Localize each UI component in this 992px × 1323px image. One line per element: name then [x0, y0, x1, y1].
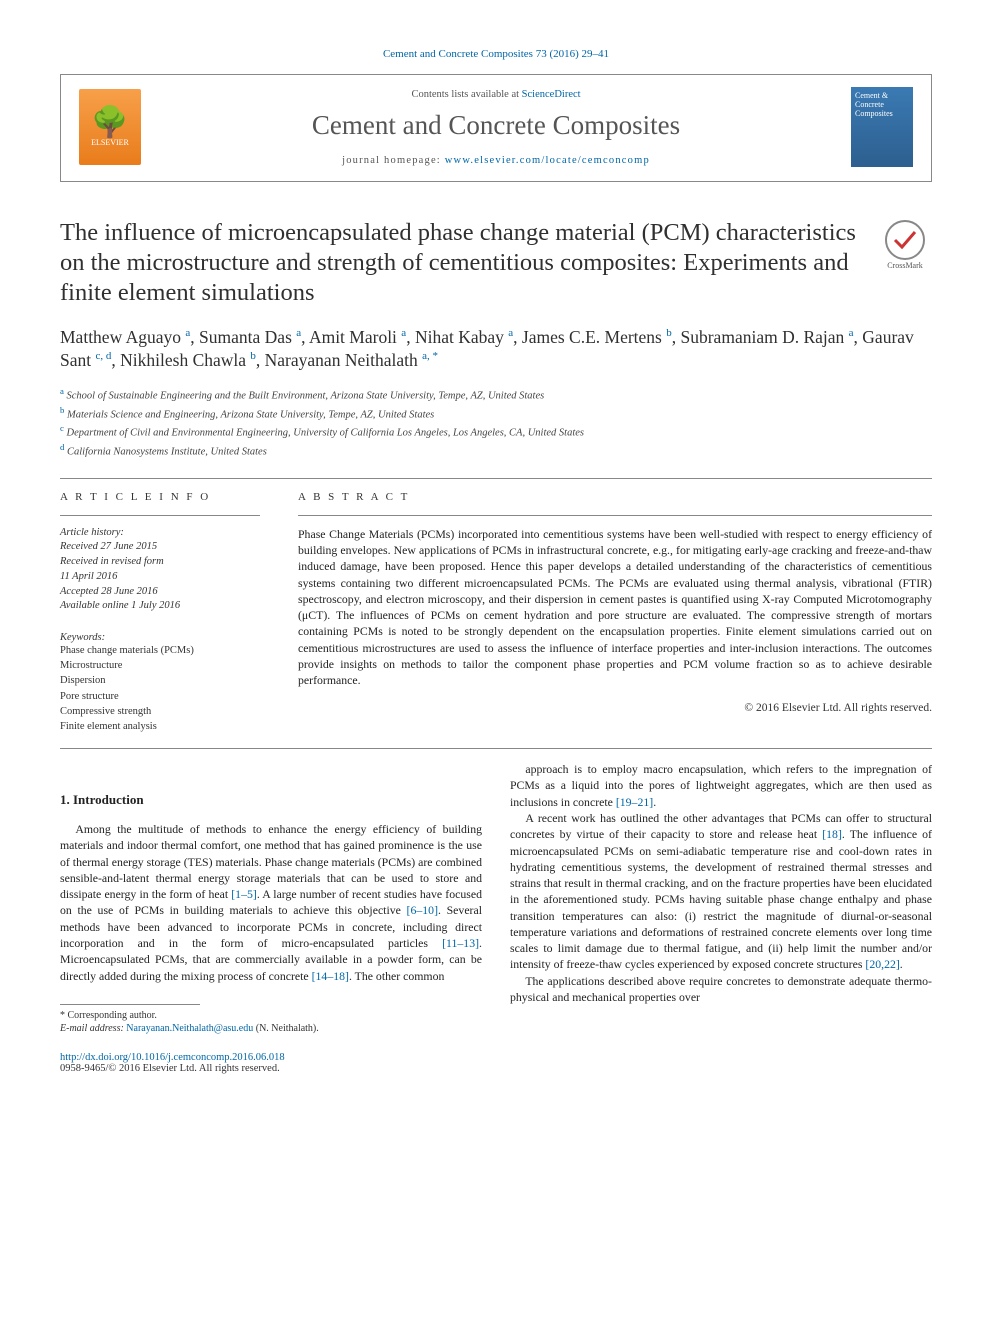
cover-text: Cement & Concrete Composites: [855, 91, 909, 118]
affiliations: a School of Sustainable Engineering and …: [60, 385, 932, 460]
issn-line: 0958-9465/© 2016 Elsevier Ltd. All right…: [60, 1063, 932, 1074]
section-heading: 1. Introduction: [60, 791, 482, 809]
sciencedirect-link[interactable]: ScienceDirect: [522, 89, 581, 100]
citation-header: Cement and Concrete Composites 73 (2016)…: [60, 48, 932, 60]
elsevier-label: ELSEVIER: [91, 138, 129, 147]
paragraph: A recent work has outlined the other adv…: [510, 810, 932, 973]
doi-link[interactable]: http://dx.doi.org/10.1016/j.cemconcomp.2…: [60, 1052, 932, 1063]
corresponding-author-note: * Corresponding author. E-mail address: …: [60, 1009, 482, 1036]
homepage-link[interactable]: www.elsevier.com/locate/cemconcomp: [445, 155, 650, 166]
crossmark-icon[interactable]: CrossMark: [878, 218, 932, 272]
author-list: Matthew Aguayo a, Sumanta Das a, Amit Ma…: [60, 326, 932, 373]
divider: [60, 515, 260, 516]
article-history: Article history: Received 27 June 2015Re…: [60, 526, 260, 614]
contents-line: Contents lists available at ScienceDirec…: [159, 89, 833, 100]
homepage-line: journal homepage: www.elsevier.com/locat…: [159, 155, 833, 166]
history-head: Article history:: [60, 526, 260, 541]
footnote-star: * Corresponding author.: [60, 1009, 482, 1023]
abstract-head: A B S T R A C T: [298, 491, 932, 503]
author-email-link[interactable]: Narayanan.Neithalath@asu.edu: [126, 1023, 253, 1034]
contents-prefix: Contents lists available at: [411, 89, 521, 100]
divider: [60, 748, 932, 749]
article-info-column: A R T I C L E I N F O Article history: R…: [60, 491, 260, 734]
elsevier-logo: 🌳 ELSEVIER: [79, 89, 141, 165]
journal-name: Cement and Concrete Composites: [159, 110, 833, 141]
paragraph: Among the multitude of methods to enhanc…: [60, 821, 482, 984]
paragraph: approach is to employ macro encapsulatio…: [510, 761, 932, 810]
divider: [60, 478, 932, 479]
article-info-head: A R T I C L E I N F O: [60, 491, 260, 503]
journal-header: 🌳 ELSEVIER Contents lists available at S…: [60, 74, 932, 182]
paragraph: The applications described above require…: [510, 973, 932, 1006]
divider: [298, 515, 932, 516]
tree-icon: 🌳: [91, 108, 129, 138]
journal-cover-thumbnail: Cement & Concrete Composites: [851, 87, 913, 167]
email-suffix: (N. Neithalath).: [253, 1023, 319, 1034]
keywords-head: Keywords:: [60, 632, 260, 643]
abstract-column: A B S T R A C T Phase Change Materials (…: [298, 491, 932, 734]
keywords-list: Phase change materials (PCMs)Microstruct…: [60, 643, 260, 734]
header-center: Contents lists available at ScienceDirec…: [159, 89, 833, 166]
article-title: The influence of microencapsulated phase…: [60, 218, 858, 308]
email-label: E-mail address:: [60, 1023, 126, 1034]
svg-text:CrossMark: CrossMark: [887, 261, 923, 270]
footnote-rule: [60, 1004, 200, 1005]
body-text: 1. Introduction Among the multitude of m…: [60, 761, 932, 1036]
copyright-line: © 2016 Elsevier Ltd. All rights reserved…: [298, 702, 932, 714]
homepage-prefix: journal homepage:: [342, 155, 445, 166]
abstract-text: Phase Change Materials (PCMs) incorporat…: [298, 526, 932, 689]
